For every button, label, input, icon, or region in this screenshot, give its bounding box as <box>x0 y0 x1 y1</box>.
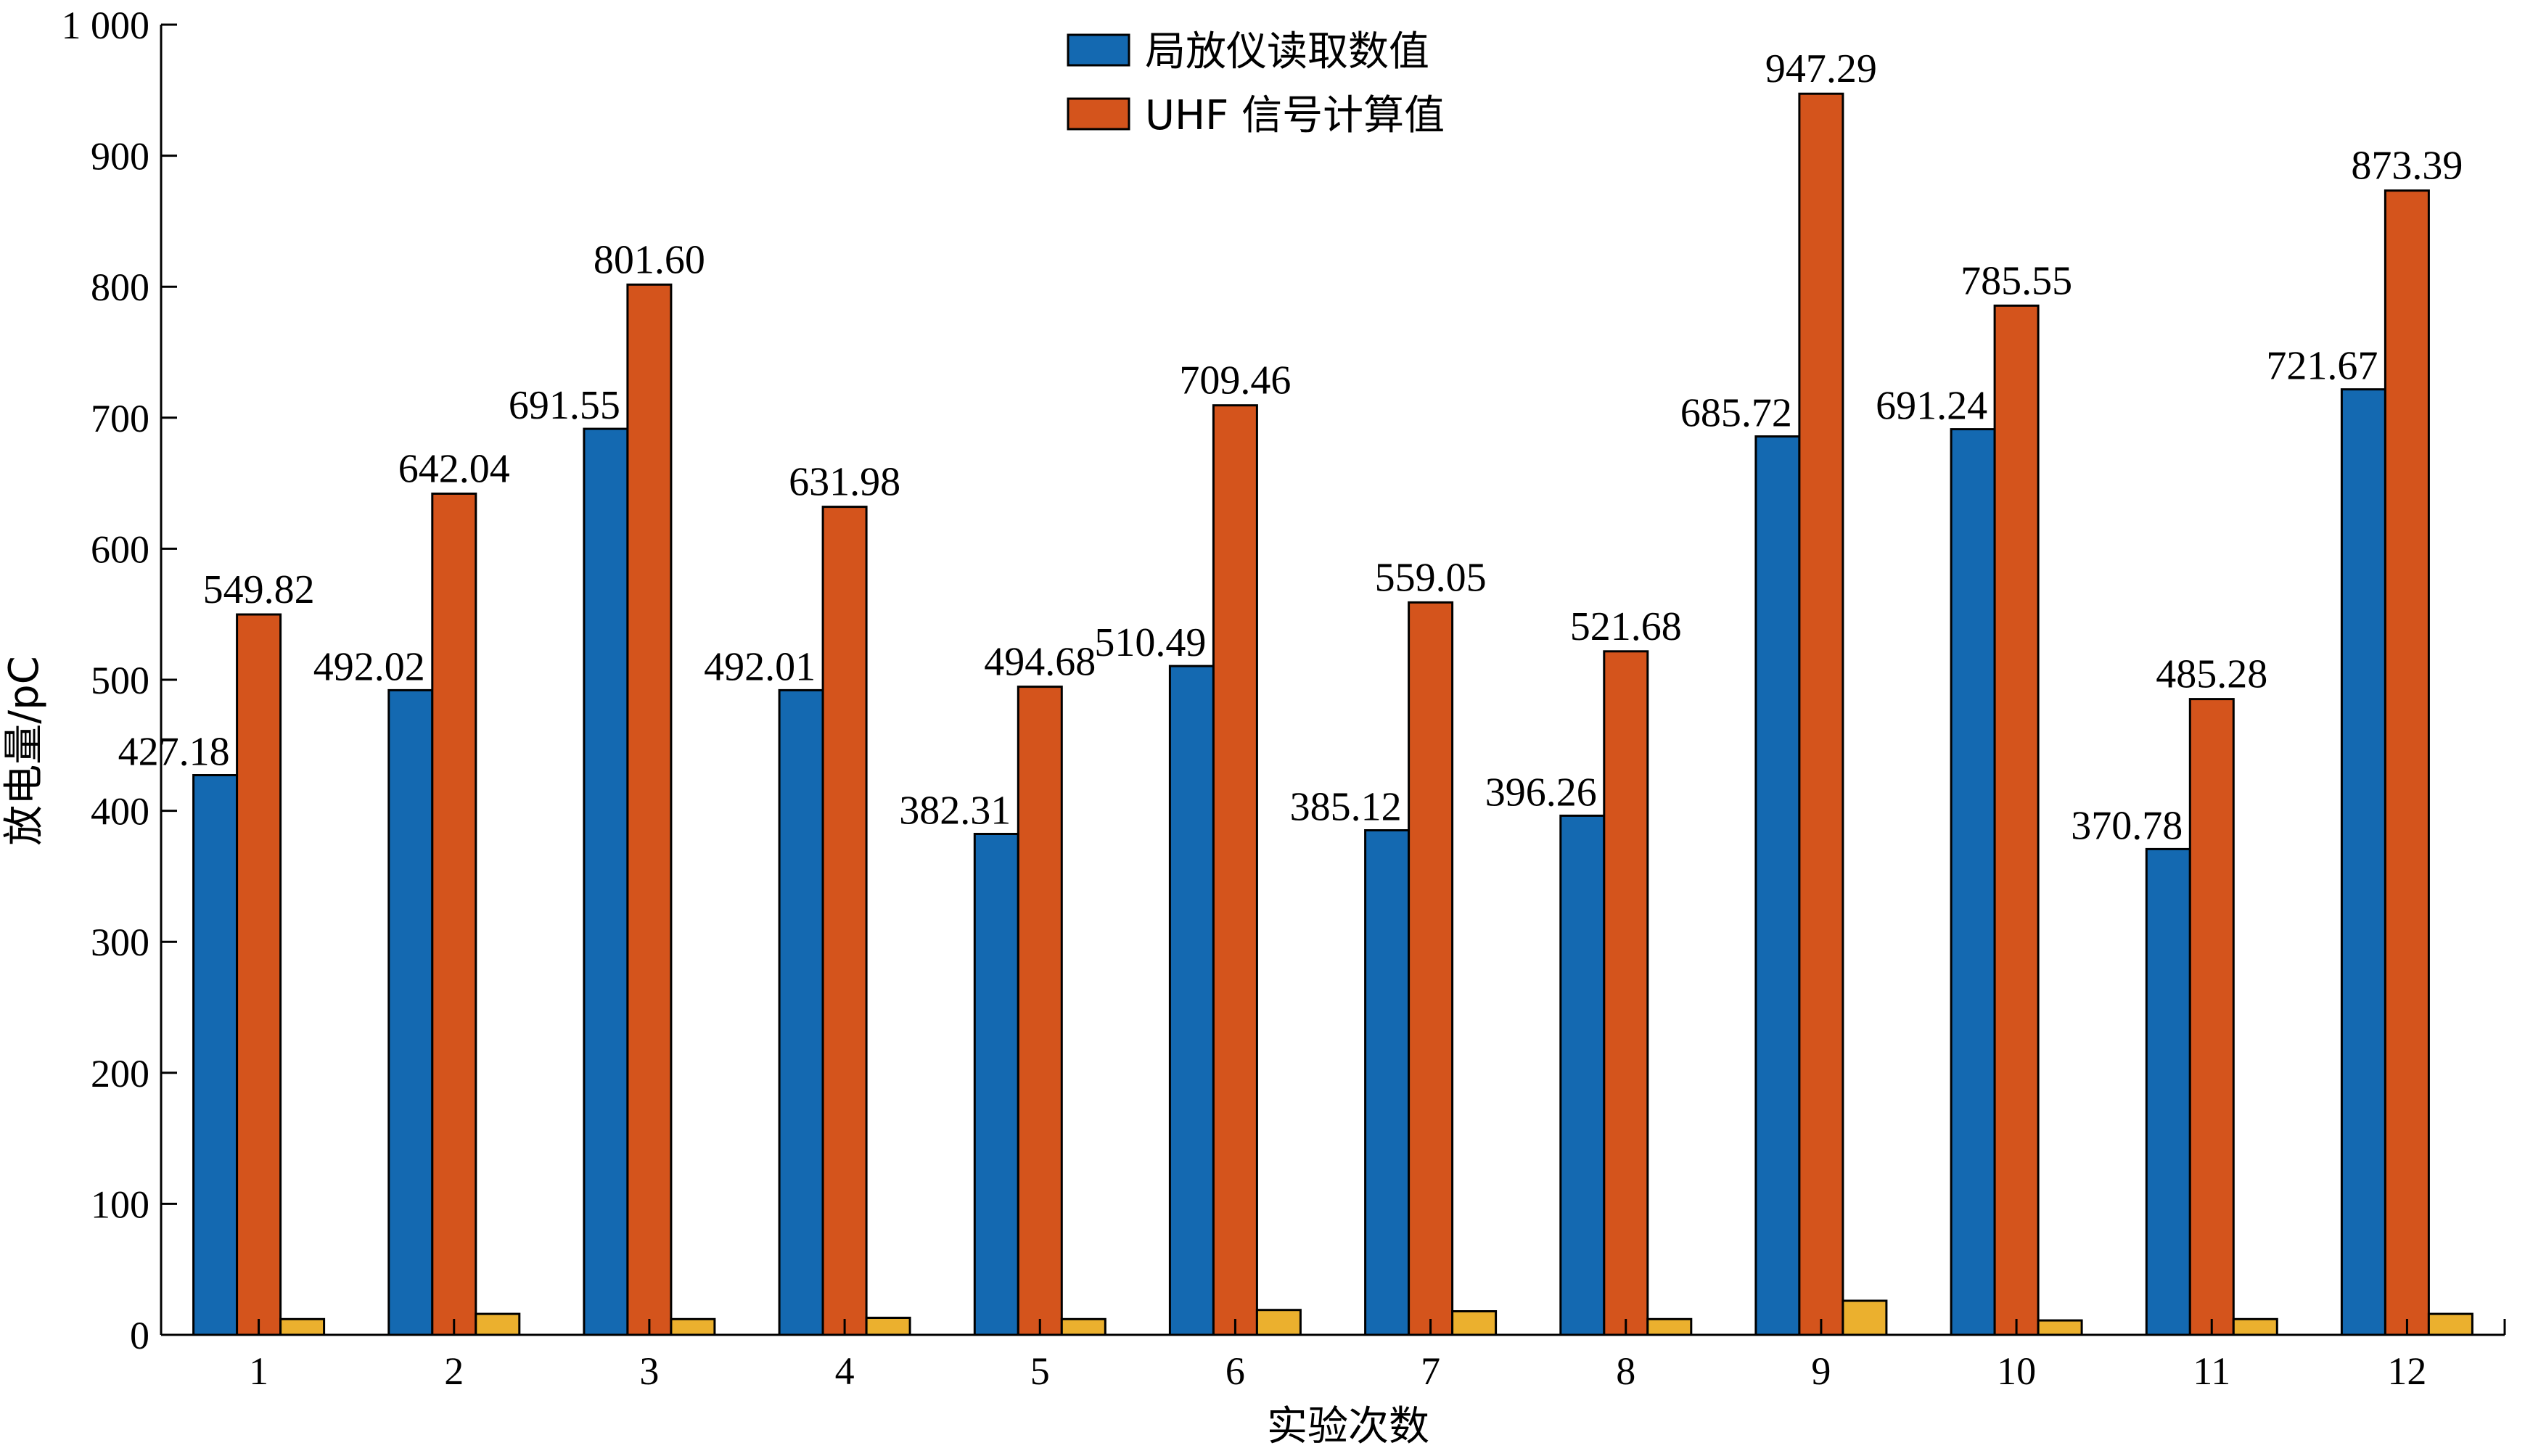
bar-s3-c1 <box>279 1317 326 1336</box>
data-label-s2-c7: 559.05 <box>1375 555 1487 600</box>
x-tick-label: 7 <box>1421 1349 1440 1393</box>
data-label-s2-c10: 785.55 <box>1961 258 2072 303</box>
x-axis-title: 实验次数 <box>1267 1403 1429 1450</box>
x-tick-label: 2 <box>444 1349 464 1393</box>
data-label-s1-c8: 396.26 <box>1485 770 1597 815</box>
data-label-s1-c7: 385.12 <box>1290 785 1402 830</box>
data-label-s1-c4: 492.01 <box>704 644 816 689</box>
bar-s1-c6 <box>1168 665 1215 1336</box>
bar-s3-c5 <box>1060 1317 1107 1336</box>
bars-layer <box>192 92 2473 1336</box>
data-label-s2-c6: 709.46 <box>1179 358 1291 403</box>
bar-s2-c4 <box>821 506 868 1336</box>
legend-label-series-1: 局放仪读取数值 <box>1145 28 1429 75</box>
bar-s1-c12 <box>2340 388 2386 1336</box>
bar-s3-c3 <box>670 1317 716 1336</box>
bar-s3-c6 <box>1255 1309 1302 1336</box>
bar-s2-c6 <box>1212 404 1258 1336</box>
bar-s2-c5 <box>1017 686 1063 1336</box>
y-tick-label: 1 000 <box>62 4 150 47</box>
y-tick-label: 400 <box>91 790 149 834</box>
bar-s3-c9 <box>1842 1299 1888 1336</box>
x-tick-label: 1 <box>249 1349 268 1393</box>
data-label-s2-c4: 631.98 <box>789 460 900 505</box>
bar-s1-c11 <box>2145 847 2191 1336</box>
data-label-s1-c6: 510.49 <box>1094 620 1206 665</box>
y-tick-label: 500 <box>91 659 149 702</box>
x-tick-label: 3 <box>639 1349 659 1393</box>
bar-s2-c2 <box>431 493 477 1336</box>
bar-s1-c7 <box>1364 829 1411 1336</box>
data-label-s1-c10: 691.24 <box>1876 384 1987 429</box>
x-tick-label: 5 <box>1030 1349 1050 1393</box>
legend-swatch-series-1 <box>1067 33 1130 67</box>
bar-s1-c2 <box>387 688 434 1336</box>
bar-s2-c7 <box>1408 601 1454 1336</box>
bar-s2-c8 <box>1603 650 1649 1336</box>
y-tick-label: 200 <box>91 1052 149 1095</box>
bar-s2-c1 <box>236 613 282 1336</box>
data-label-s2-c11: 485.28 <box>2156 652 2267 697</box>
bar-s1-c3 <box>583 427 629 1336</box>
x-tick-label: 10 <box>1997 1349 2036 1393</box>
data-label-s1-c9: 685.72 <box>1680 391 1792 436</box>
x-tick-label: 8 <box>1616 1349 1635 1393</box>
data-label-s2-c1: 549.82 <box>203 567 315 612</box>
y-axis-title: 放电量/pC <box>1 656 48 846</box>
bar-s3-c2 <box>475 1312 521 1336</box>
data-label-s2-c12: 873.39 <box>2351 144 2463 189</box>
y-tick-label: 0 <box>130 1314 149 1357</box>
bar-s1-c1 <box>192 774 239 1336</box>
bar-s2-c9 <box>1798 92 1844 1336</box>
data-label-s1-c1: 427.18 <box>118 730 230 775</box>
x-tick-label: 12 <box>2387 1349 2426 1393</box>
y-tick-label: 800 <box>91 266 149 309</box>
data-label-s1-c3: 691.55 <box>509 383 620 428</box>
bar-s1-c5 <box>973 833 1019 1336</box>
bar-s3-c12 <box>2427 1312 2473 1336</box>
data-label-s1-c11: 370.78 <box>2071 803 2183 848</box>
data-label-s2-c8: 521.68 <box>1570 604 1682 649</box>
data-label-s1-c12: 721.67 <box>2266 344 2378 389</box>
bar-s1-c9 <box>1754 435 1801 1336</box>
bar-s3-c7 <box>1451 1310 1498 1336</box>
y-tick-label: 900 <box>91 135 149 178</box>
data-label-s2-c2: 642.04 <box>398 447 510 492</box>
bar-s3-c10 <box>2037 1319 2083 1336</box>
x-tick-label: 9 <box>1811 1349 1831 1393</box>
data-label-s2-c3: 801.60 <box>594 237 705 282</box>
x-tick-label: 4 <box>835 1349 855 1393</box>
bar-s2-c10 <box>1993 304 2040 1336</box>
legend-label-series-2: UHF 信号计算值 <box>1145 92 1445 139</box>
bar-s3-c8 <box>1646 1317 1693 1336</box>
bar-s1-c4 <box>778 688 824 1336</box>
y-tick-label: 300 <box>91 921 149 964</box>
data-label-s1-c5: 382.31 <box>899 789 1011 834</box>
bar-s2-c3 <box>626 283 673 1336</box>
y-tick-label: 700 <box>91 397 149 440</box>
bar-s3-c11 <box>2232 1317 2278 1336</box>
data-label-s1-c2: 492.02 <box>313 644 425 689</box>
data-label-s2-c5: 494.68 <box>984 640 1096 685</box>
x-tick-label: 11 <box>2193 1349 2230 1393</box>
data-labels-layer: 427.18 549.82 492.02 642.04 691.55 801.60 492.… <box>118 46 2463 848</box>
legend: 局放仪读取数值 UHF 信号计算值 <box>1067 28 1445 139</box>
x-tick-label: 6 <box>1225 1349 1245 1393</box>
y-tick-label: 600 <box>91 527 149 571</box>
bar-s1-c10 <box>1950 428 1996 1336</box>
bar-s1-c8 <box>1559 814 1606 1336</box>
bar-s3-c4 <box>865 1317 911 1336</box>
bar-s2-c12 <box>2384 189 2430 1336</box>
y-tick-label: 100 <box>91 1183 149 1226</box>
bar-s2-c11 <box>2188 698 2235 1336</box>
legend-swatch-series-2 <box>1067 97 1130 131</box>
data-label-s2-c9: 947.29 <box>1765 46 1877 91</box>
